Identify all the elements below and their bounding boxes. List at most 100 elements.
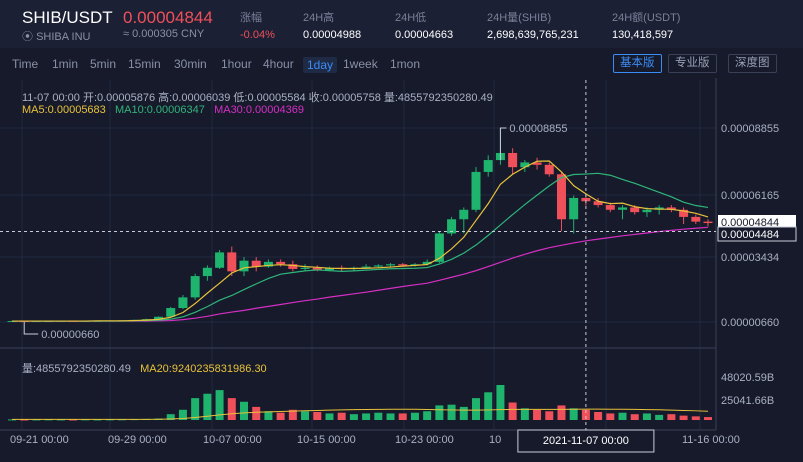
volume-bar: [386, 413, 395, 420]
stat-label: 24H低: [395, 12, 427, 24]
candle-body: [593, 201, 603, 206]
time-tick-label: 11-16 00:00: [682, 434, 740, 446]
volume-ma20-line: [12, 408, 709, 420]
stat-24h-volume: 24H量(SHIB) 2,698,639,765,231: [487, 9, 579, 41]
ma5-line: [12, 160, 709, 322]
volume-tick-label: 48020.59B: [721, 372, 774, 384]
candle-body: [703, 221, 713, 224]
stat-value: 0.00004663: [395, 29, 454, 41]
timeframe-time[interactable]: Time: [12, 57, 39, 71]
volume-bar: [288, 409, 297, 420]
time-tick-label: 10-23 00:00: [395, 434, 454, 446]
volume-bar: [276, 412, 285, 420]
candle-body: [447, 219, 457, 234]
candle-body: [215, 252, 225, 268]
volume-bar: [655, 414, 664, 420]
candle-body: [312, 267, 322, 271]
time-tick-label: 10: [489, 434, 501, 446]
stat-value: 2,698,639,765,231: [487, 29, 579, 41]
candle-body: [618, 207, 628, 210]
candle-body: [373, 265, 383, 267]
timeframe-1mon[interactable]: 1mon: [390, 57, 421, 71]
stat-value: 130,418,597: [612, 29, 674, 41]
candle-body: [642, 209, 652, 213]
volume-bar: [252, 406, 261, 420]
candle-body: [556, 174, 566, 220]
timeframe-4hour[interactable]: 4hour: [263, 57, 294, 71]
timeframe-1day[interactable]: 1day: [303, 57, 338, 73]
candle-body: [459, 209, 469, 220]
volume-bar: [642, 413, 651, 420]
timeframe-1week[interactable]: 1week: [343, 57, 378, 71]
timeframe-30min[interactable]: 30min: [174, 57, 207, 71]
stat-label: 24H额(USDT): [612, 12, 681, 24]
ohlc-readout: 11-07 00:00 开:0.00005876 高:0.00006039 低:…: [22, 92, 493, 104]
candle-body: [434, 233, 444, 262]
candle-body: [471, 171, 481, 210]
price-tick-label: 0.00006165: [721, 190, 779, 202]
candle-body: [532, 162, 542, 165]
depth-chart-button[interactable]: 深度图: [728, 54, 777, 73]
pair-symbol[interactable]: SHIB/USDT: [22, 8, 113, 27]
low-marker-label: 0.00000660: [41, 329, 99, 341]
last-price: 0.00004844: [123, 8, 213, 27]
stat-change: 涨幅 -0.04%: [240, 9, 275, 41]
timeframe-1hour[interactable]: 1hour: [221, 57, 252, 71]
timeframe-15min[interactable]: 15min: [128, 57, 161, 71]
candle-body: [581, 197, 591, 202]
ma-readout: MA5:0.00005683 MA10:0.00006347 MA30:0.00…: [22, 104, 304, 116]
pro-view-button[interactable]: 专业版: [668, 54, 717, 73]
volume-bar: [472, 398, 480, 420]
volume-bar: [606, 413, 615, 420]
crosshair-date-label: 2021-11-07 00:00: [543, 435, 629, 447]
price-cny: ≈ 0.000305 CNY: [123, 28, 205, 40]
volume-bar: [301, 411, 310, 420]
candle-body: [508, 152, 518, 168]
volume-bar: [581, 409, 590, 420]
timeframe-5min[interactable]: 5min: [90, 57, 117, 71]
volume-bar: [398, 413, 407, 420]
basic-view-button[interactable]: 基本版: [613, 54, 662, 73]
chart-background: [0, 78, 803, 462]
volume-bar: [594, 411, 603, 420]
volume-bar: [557, 405, 566, 420]
volume-bar: [166, 414, 175, 420]
candle-body: [483, 160, 493, 172]
volume-bar: [69, 419, 78, 421]
candle-body: [679, 209, 689, 217]
candle-body: [544, 164, 554, 175]
high-marker-line: [499, 127, 507, 160]
stat-24h-low: 24H低 0.00004663: [395, 9, 453, 41]
candle-body: [178, 297, 188, 309]
candle-body: [251, 260, 261, 267]
candle-body: [190, 276, 200, 298]
low-marker-line: [23, 322, 39, 335]
candle-body: [324, 267, 334, 271]
volume-readout: 量:4855792350280.49 MA20:9240235831986.30: [22, 360, 267, 376]
volume-bar: [337, 412, 346, 420]
volume-bar: [240, 401, 248, 420]
candle-body: [300, 267, 310, 269]
price-tick-label: 0.00003434: [721, 252, 779, 264]
volume-bar: [484, 392, 493, 420]
candle-body: [288, 264, 298, 269]
candle-body: [605, 205, 615, 210]
volume-bar: [704, 417, 712, 420]
current-price-tag: [718, 215, 796, 229]
volume-bar: [325, 413, 334, 420]
high-marker-label: 0.00008855: [509, 123, 567, 135]
volume-tick-label: 25041.66B: [721, 395, 774, 407]
volume-bar: [178, 409, 187, 420]
price-tick-label: 0.00008855: [721, 123, 779, 135]
stat-label: 24H量(SHIB): [487, 12, 552, 24]
candle-body: [361, 266, 371, 268]
volume-bar: [618, 412, 627, 420]
candle-body: [154, 316, 164, 320]
time-tick-label: 10-07 00:00: [203, 434, 262, 446]
volume-value: 量:4855792350280.49: [22, 363, 131, 375]
timeframe-1min[interactable]: 1min: [52, 57, 79, 71]
volume-bar: [264, 411, 273, 420]
volume-bar: [215, 390, 224, 420]
ma10-value: MA10:0.00006347: [114, 104, 205, 116]
